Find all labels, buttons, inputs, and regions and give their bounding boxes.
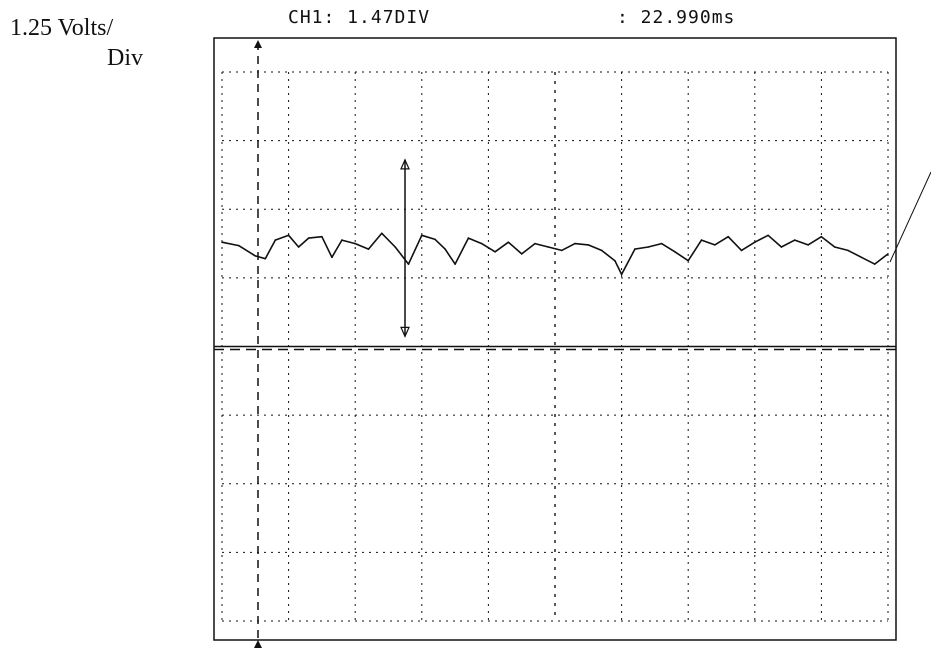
signal-trace-point [394,246,397,248]
signal-trace-point [767,234,769,237]
signal-trace-point [714,244,716,246]
signal-trace-point [407,263,410,265]
signal-trace-point [780,246,783,248]
signal-trace-point [331,256,333,259]
signal-trace-point [873,263,876,265]
signal-trace-point [620,273,623,276]
signal-trace-point [274,239,277,241]
signal-trace-point [820,235,823,238]
signal-trace-point [740,249,743,252]
signal-trace-point [494,251,496,253]
signal-trace-point [307,237,310,239]
amplitude-cursor-up-arrow [400,158,410,170]
signal-trace-point [600,249,603,252]
signal-trace-point [221,241,223,243]
signal-trace-point [480,242,483,245]
signal-trace-point [833,246,836,248]
signal-trace-point [860,256,863,259]
trace [221,232,889,276]
time-cursor-top-marker [254,40,262,48]
signal-trace-point [727,235,729,238]
signal-trace-point [421,234,423,237]
signal-trace-point [354,242,357,245]
signal-trace-point [560,249,563,252]
signal-trace-point [367,248,370,250]
signal-trace-point [647,246,649,248]
time-readout: : 22.990ms [617,7,736,28]
signal-trace-point [847,249,849,252]
signal-trace-point [297,246,300,248]
signal-trace-point [444,248,446,250]
cursor-markers [214,40,896,648]
signal-trace-point [547,246,550,248]
signal-trace-point [454,263,456,265]
time-cursor-bottom-marker [254,640,262,648]
signal-trace-point [887,253,889,255]
signal-trace-point [467,237,470,239]
screen-frame [213,37,897,641]
volts-per-div-label-line1: 1.25 Volts/ [10,15,114,41]
signal-trace-point [687,259,689,262]
signal-trace-point [287,234,290,237]
signal-trace-point [321,235,323,238]
signal-trace-point [264,257,267,260]
signal-trace-point [587,244,590,246]
channel-readout: CH1: 1.47DIV [288,7,431,28]
volts-per-div-label-line2: Div [107,45,143,71]
signal-trace-point [434,238,436,241]
signal-trace-point [674,251,676,253]
signal-trace-point [534,242,536,245]
signal-trace-point [794,239,796,241]
signal-trace-point [507,241,510,243]
signal-trace-point [660,242,663,245]
signal-trace-point [381,232,383,235]
signal-trace-point [807,244,809,246]
amplitude-cursor-down-arrow [400,326,410,338]
signal-trace-point [700,239,703,241]
callout-leader-line [889,171,931,263]
signal-trace-point [634,248,636,250]
signal-trace-point [754,241,756,243]
signal-trace-point [574,242,576,245]
signal-trace-point [341,239,343,241]
signal-trace-point [237,244,240,247]
signal-trace-point [614,259,616,262]
signal-trace-point [520,253,523,255]
signal-trace-point [254,255,257,257]
